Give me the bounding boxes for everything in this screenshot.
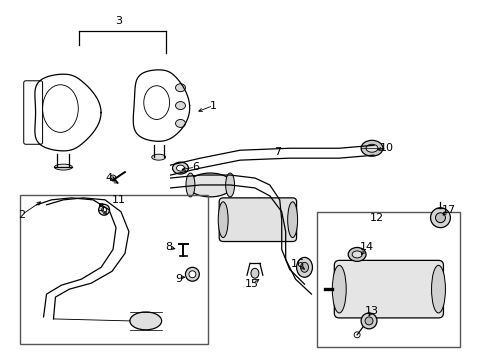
Ellipse shape xyxy=(347,247,366,261)
Bar xyxy=(317,212,459,347)
Circle shape xyxy=(185,267,199,281)
Ellipse shape xyxy=(431,265,445,313)
Circle shape xyxy=(435,213,445,223)
Ellipse shape xyxy=(172,162,188,174)
Ellipse shape xyxy=(351,251,361,258)
Ellipse shape xyxy=(300,262,308,272)
Ellipse shape xyxy=(360,140,382,156)
Text: 4: 4 xyxy=(105,173,112,183)
Text: 8: 8 xyxy=(164,243,172,252)
FancyBboxPatch shape xyxy=(334,260,443,318)
Text: 9: 9 xyxy=(175,274,182,284)
Text: 2: 2 xyxy=(18,210,25,220)
Ellipse shape xyxy=(175,102,185,109)
Text: 7: 7 xyxy=(274,147,281,157)
Text: 14: 14 xyxy=(359,243,373,252)
Ellipse shape xyxy=(130,312,162,330)
Text: 15: 15 xyxy=(244,279,259,289)
Text: 12: 12 xyxy=(369,213,383,223)
Text: 16: 16 xyxy=(290,259,304,269)
Circle shape xyxy=(99,204,109,215)
Ellipse shape xyxy=(175,120,185,127)
Bar xyxy=(20,195,208,344)
Ellipse shape xyxy=(54,164,72,170)
Ellipse shape xyxy=(225,173,234,197)
Circle shape xyxy=(360,313,376,329)
Circle shape xyxy=(188,271,196,278)
Text: 10: 10 xyxy=(379,143,393,153)
Text: 17: 17 xyxy=(441,205,454,215)
FancyBboxPatch shape xyxy=(219,198,296,242)
Circle shape xyxy=(365,317,372,325)
Text: 13: 13 xyxy=(364,306,378,316)
Text: 6: 6 xyxy=(191,162,199,172)
Ellipse shape xyxy=(287,202,297,238)
Ellipse shape xyxy=(296,257,312,277)
Ellipse shape xyxy=(187,173,232,197)
Ellipse shape xyxy=(332,265,346,313)
Ellipse shape xyxy=(176,165,184,171)
Ellipse shape xyxy=(185,173,195,197)
Ellipse shape xyxy=(250,268,258,278)
Circle shape xyxy=(429,208,449,228)
Ellipse shape xyxy=(218,202,228,238)
Circle shape xyxy=(102,207,106,212)
Text: 5: 5 xyxy=(98,203,104,213)
Text: 11: 11 xyxy=(112,195,126,205)
Text: 3: 3 xyxy=(115,16,122,26)
Ellipse shape xyxy=(151,154,165,160)
Ellipse shape xyxy=(175,84,185,92)
Text: 1: 1 xyxy=(209,100,216,111)
Ellipse shape xyxy=(366,144,377,152)
Circle shape xyxy=(110,175,116,181)
